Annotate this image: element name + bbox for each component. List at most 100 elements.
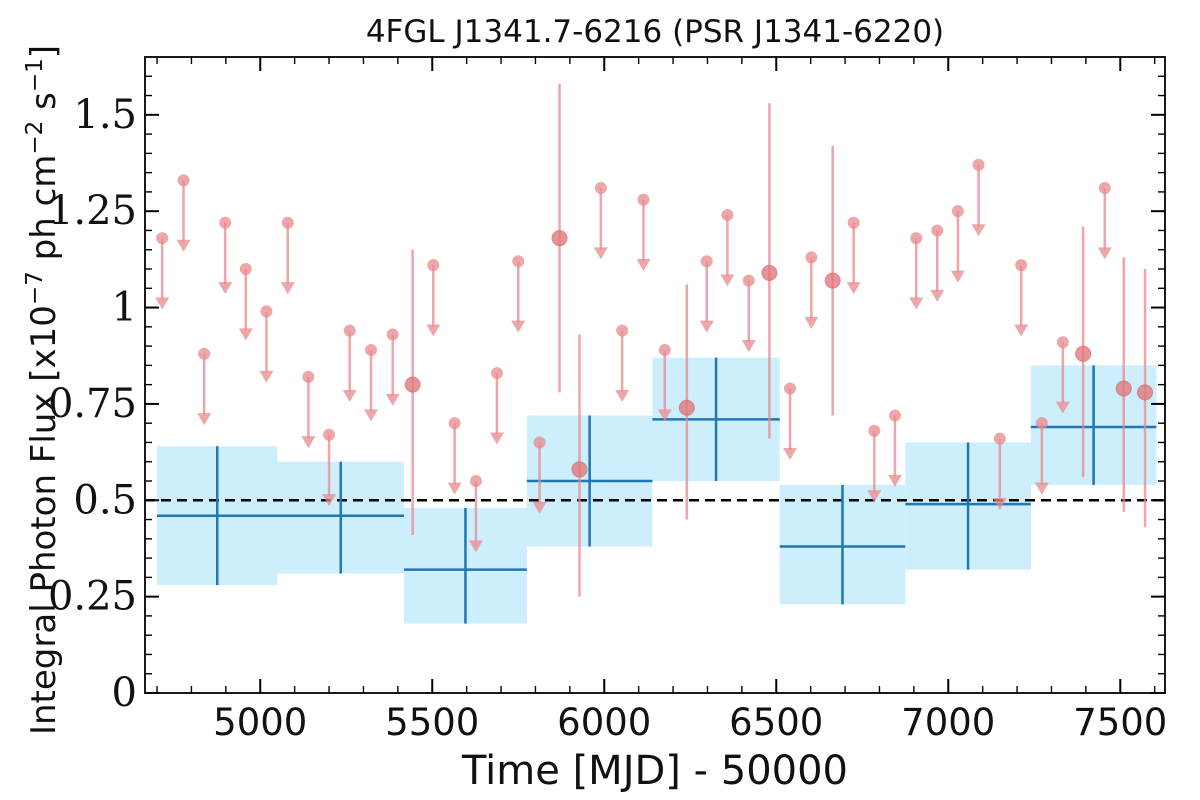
upper-limit-point xyxy=(784,382,797,395)
upper-limit-arrowhead xyxy=(1014,324,1029,337)
upper-limit-point xyxy=(156,232,169,245)
data-point xyxy=(571,461,588,478)
upper-limit-point xyxy=(219,216,232,229)
upper-limit-arrowhead xyxy=(887,474,902,487)
upper-limit-arrowhead xyxy=(699,320,714,333)
upper-limit-point xyxy=(805,251,818,264)
upper-limit-arrowhead xyxy=(489,432,504,445)
upper-limit-arrowhead xyxy=(909,297,924,310)
upper-limit-arrowhead xyxy=(992,497,1007,510)
y-axis-ticks: 0 0.25 0.5 0.75 1 1.25 1.5 xyxy=(48,75,1165,716)
upper-limit-point xyxy=(281,216,294,229)
upper-limit-point xyxy=(951,205,964,218)
upper-limit-point xyxy=(721,209,734,222)
chart-title: 4FGL J1341.7-6216 (PSR J1341-6220) xyxy=(366,14,944,50)
upper-limit-point xyxy=(931,224,944,237)
upper-limit-arrowhead xyxy=(804,316,819,329)
data-point xyxy=(678,399,695,416)
upper-limit-arrowhead xyxy=(342,390,357,403)
x-axis-label: Time [MJD] - 50000 xyxy=(461,748,848,794)
upper-limit-point xyxy=(616,324,629,337)
upper-limit-point xyxy=(972,158,985,171)
data-point xyxy=(551,230,568,247)
upper-limit-arrowhead xyxy=(322,494,337,507)
upper-limit-arrowhead xyxy=(1034,482,1049,495)
y-axis-label-s: s xyxy=(24,92,64,121)
plot-frame xyxy=(144,56,1166,694)
upper-limit-arrowhead xyxy=(218,282,233,295)
upper-limit-point xyxy=(386,328,399,341)
upper-limit-point xyxy=(910,232,923,245)
upper-limit-point xyxy=(490,367,503,380)
upper-limit-point xyxy=(177,174,190,187)
upper-limit-point xyxy=(993,432,1006,445)
upper-limit-point xyxy=(1056,336,1069,349)
y-tick-label: 0.5 xyxy=(73,477,137,523)
upper-limit-point xyxy=(533,436,546,449)
upper-limit-point xyxy=(365,343,378,356)
y-tick-label: 0.25 xyxy=(48,574,137,620)
data-point xyxy=(1115,380,1132,397)
y-axis-label-mid: ph cm xyxy=(24,155,64,272)
upper-limit-point xyxy=(1098,182,1111,195)
x-tick-label: 5000 xyxy=(213,701,307,744)
x-tick-label: 7000 xyxy=(901,701,995,744)
upper-limit-arrowhead xyxy=(447,482,462,495)
upper-limit-point xyxy=(637,193,650,206)
upper-limit-arrowhead xyxy=(280,282,295,295)
y-axis-label-exp1: −7 xyxy=(22,271,48,305)
upper-limit-arrowhead xyxy=(1055,401,1070,414)
upper-limit-point xyxy=(1035,417,1048,430)
upper-limit-point xyxy=(302,370,315,383)
upper-limit-point xyxy=(594,182,607,195)
upper-limit-arrowhead xyxy=(846,282,861,295)
upper-limit-point xyxy=(343,324,356,337)
data-point xyxy=(824,272,841,289)
upper-limit-arrowhead xyxy=(155,297,170,310)
upper-limit-point xyxy=(847,216,860,229)
upper-limit-point xyxy=(469,475,482,487)
plot-area xyxy=(145,83,1165,624)
y-tick-label: 1.25 xyxy=(48,188,137,234)
upper-limit-arrowhead xyxy=(720,274,735,287)
upper-limit-point xyxy=(448,417,461,430)
upper-limit-arrowhead xyxy=(657,409,672,422)
upper-limit-arrowhead xyxy=(511,320,526,333)
y-axis-label-post: ] xyxy=(24,45,64,58)
x-tick-label: 7500 xyxy=(1073,701,1167,744)
upper-limit-arrowhead xyxy=(426,324,441,337)
x-tick-label: 6500 xyxy=(729,701,823,744)
data-point xyxy=(1137,384,1154,401)
upper-limit-arrowhead xyxy=(532,501,547,514)
y-axis-label-exp2: −2 xyxy=(22,121,48,155)
data-point xyxy=(1075,345,1092,362)
y-tick-label: 1.5 xyxy=(73,92,137,138)
upper-limit-point xyxy=(260,305,273,318)
upper-limit-arrowhead xyxy=(238,328,253,341)
upper-limit-arrowhead xyxy=(385,393,400,406)
upper-limit-arrowhead xyxy=(615,390,630,403)
upper-limit-point xyxy=(1015,259,1028,272)
upper-limit-arrowhead xyxy=(950,270,965,283)
y-tick-label: 0 xyxy=(112,670,137,716)
upper-limit-arrowhead xyxy=(971,224,986,237)
upper-limit-arrowhead xyxy=(741,339,756,352)
x-tick-label: 5500 xyxy=(385,701,479,744)
upper-limit-arrowhead xyxy=(783,447,798,460)
x-tick-label: 6000 xyxy=(557,701,651,744)
x-axis-ticks: 5000 5500 6000 6500 7000 7500 xyxy=(156,57,1167,744)
upper-limit-arrowhead xyxy=(468,540,483,553)
upper-limit-point xyxy=(888,409,901,422)
upper-limit-arrowhead xyxy=(364,409,379,422)
upper-limit-point xyxy=(700,255,713,268)
y-axis-label-exp3: −1 xyxy=(22,58,48,92)
y-axis-label-pre: Integral Photon Flux [x10 xyxy=(24,305,64,735)
upper-limit-point xyxy=(239,263,252,275)
upper-limit-point xyxy=(868,424,881,437)
upper-limit-point xyxy=(742,274,755,287)
upper-limit-point xyxy=(323,428,336,441)
plot-content xyxy=(145,83,1165,624)
upper-limit-point xyxy=(512,255,525,268)
data-point xyxy=(404,376,421,393)
